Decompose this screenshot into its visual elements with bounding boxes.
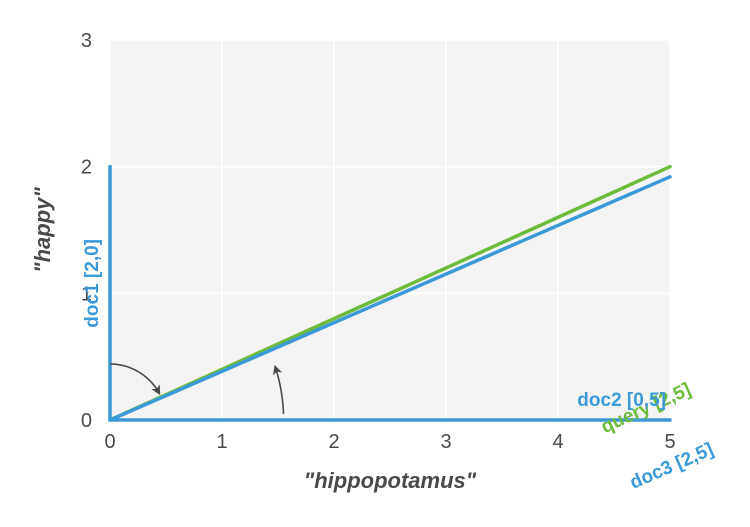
label-doc2: doc2 [0,5]	[577, 390, 666, 411]
x-tick-label: 3	[440, 431, 451, 453]
x-tick-label: 4	[552, 431, 563, 453]
y-axis-label: "happy"	[30, 187, 55, 273]
y-tick-label: 3	[81, 30, 92, 52]
x-tick-label: 2	[328, 431, 339, 453]
vector-chart: 0123450123"hippopotamus""happy"doc1 [2,0…	[0, 0, 750, 527]
plot-area	[110, 40, 670, 420]
y-tick-label: 0	[81, 410, 92, 432]
x-tick-label: 5	[664, 431, 675, 453]
x-tick-label: 0	[104, 431, 115, 453]
y-tick-label: 2	[81, 157, 92, 179]
x-tick-label: 1	[216, 431, 227, 453]
x-axis-label: "hippopotamus"	[304, 468, 477, 493]
label-doc1: doc1 [2,0]	[82, 239, 103, 328]
